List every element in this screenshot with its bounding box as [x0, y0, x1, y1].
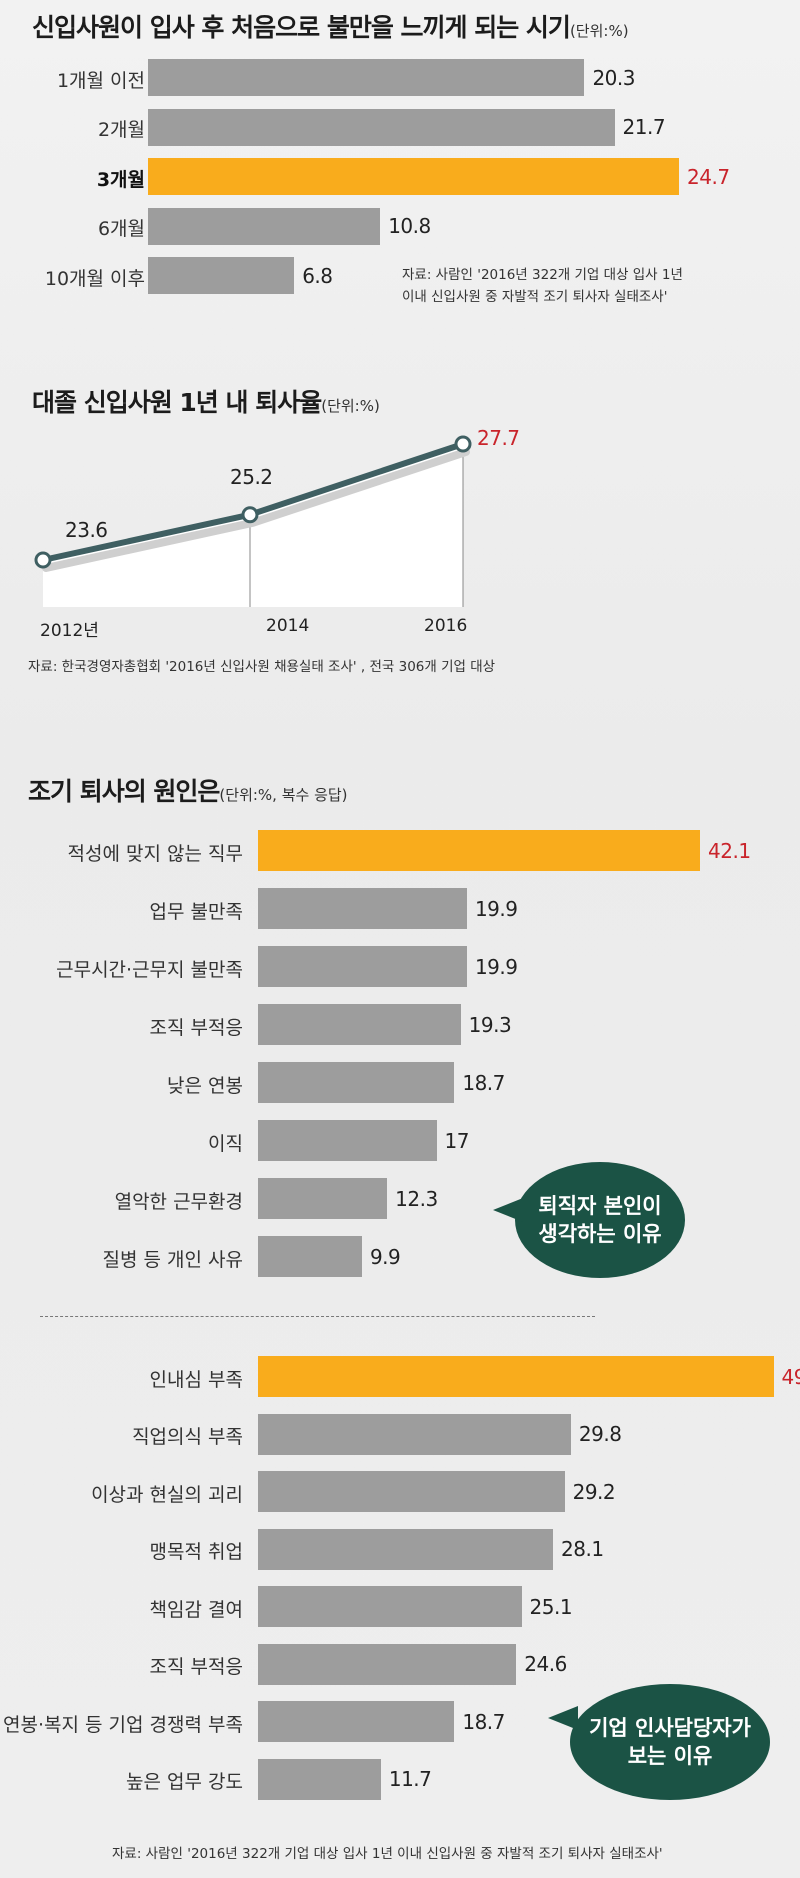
reason-hr-category-label: 조직 부적응 — [149, 1656, 243, 1678]
bubble1-line1: 퇴직자 본인이 — [538, 1193, 662, 1218]
reason-employee-category-label: 적성에 맞지 않는 직무 — [67, 842, 243, 865]
bubble1-tail — [493, 1198, 523, 1222]
reason-employee-category-label: 낮은 연봉 — [167, 1074, 243, 1097]
reason-hr-value-label: 29.8 — [578, 1422, 622, 1446]
reason-hr-bar — [258, 1643, 517, 1685]
x-tick-label: 2016 — [424, 616, 468, 636]
chart1-value-label: 10.8 — [388, 214, 431, 238]
reason-hr-category-label: 맹목적 취업 — [149, 1541, 243, 1563]
chart2-source: 자료: 한국경영자총협회 '2016년 신입사원 채용실태 조사' , 전국 3… — [28, 659, 496, 675]
chart3-title-text: 조기 퇴사의 원인은 — [28, 777, 220, 806]
chart1-category-label: 2개월 — [97, 119, 145, 141]
bubble2-line2: 보는 이유 — [627, 1744, 713, 1768]
data-point-1 — [241, 506, 259, 524]
chart1-category-label: 1개월 이전 — [56, 69, 145, 92]
reason-employee-value-label: 19.3 — [468, 1012, 512, 1037]
line-value-label: 27.7 — [477, 425, 520, 450]
chart2-unit: (단위:%) — [321, 397, 380, 415]
chart1-value-label: 20.3 — [592, 65, 635, 90]
reason-hr-category-label: 이상과 현실의 괴리 — [91, 1483, 243, 1506]
reason-employee-category-label: 이직 — [208, 1132, 243, 1155]
reason-employee-value-label: 19.9 — [474, 896, 518, 921]
reason-hr-category-label: 인내심 부족 — [149, 1368, 243, 1391]
reason-employee-bar — [258, 1236, 362, 1277]
reason-hr-value-label: 11.7 — [388, 1767, 432, 1791]
reason-employee-bar — [258, 1120, 437, 1161]
bubble2-line1: 기업 인사담당자가 — [589, 1715, 751, 1740]
series-line-shadow — [42, 447, 470, 572]
reason-employee-value-label: 9.9 — [369, 1244, 401, 1269]
chart1-title-text: 신입사원이 입사 후 처음으로 불만을 느끼게 되는 시기 — [32, 13, 571, 42]
reason-employee-value-label: 17 — [444, 1128, 470, 1153]
reason-employee-category-label: 근무시간·근무지 불만족 — [56, 958, 243, 981]
reason-hr-bar — [258, 1471, 565, 1512]
chart1-bar — [148, 59, 585, 96]
reason-hr-category-label: 높은 업무 강도 — [126, 1771, 243, 1793]
bubble2-tail — [548, 1706, 578, 1730]
reason-employee-category-label: 조직 부적응 — [149, 1016, 243, 1039]
reason-employee-bar — [258, 1062, 455, 1103]
reason-employee-bar — [258, 1178, 388, 1219]
data-point-0 — [34, 551, 52, 569]
chart1-category-label: 6개월 — [97, 218, 145, 240]
chart1-category-label: 3개월 — [96, 168, 145, 191]
reason-employee-value-label: 19.9 — [474, 954, 518, 979]
chart2-line-plot — [34, 435, 472, 607]
chart1-source-line2: 이내 신입사원 중 자발적 조기 퇴사자 실태조사' — [402, 289, 668, 305]
reason-employee-category-label: 질병 등 개인 사유 — [102, 1248, 243, 1271]
reason-employee-value-label: 42.1 — [708, 838, 751, 863]
reason-employee-value-label: 18.7 — [462, 1070, 505, 1095]
reason-hr-bar — [258, 1701, 455, 1742]
reason-hr-category-label: 직업의식 부족 — [132, 1426, 243, 1448]
chart1-title: 신입사원이 입사 후 처음으로 불만을 느끼게 되는 시기(단위:%) — [32, 8, 629, 44]
reason-employee-bar — [258, 946, 467, 987]
reason-hr-bar — [258, 1528, 554, 1570]
data-point-2 — [454, 435, 472, 453]
bubble1-line2: 생각하는 이유 — [538, 1222, 662, 1246]
reason-hr-bar — [258, 1586, 522, 1627]
reason-hr-value-label: 25.1 — [529, 1594, 573, 1619]
reason-employee-category-label: 열악한 근무환경 — [114, 1190, 243, 1213]
reason-hr-bar — [258, 1356, 774, 1397]
chart3-source: 자료: 사람인 '2016년 322개 기업 대상 입사 1년 이내 신입사원 … — [112, 1846, 663, 1862]
reason-hr-value-label: 29.2 — [572, 1479, 616, 1504]
chart1-value-label: 21.7 — [622, 115, 666, 139]
group-divider — [40, 1316, 595, 1317]
reason-hr-value-label: 24.6 — [524, 1652, 567, 1676]
chart1-bar — [148, 108, 615, 146]
line-value-label: 25.2 — [230, 464, 273, 489]
chart1-bar — [148, 207, 381, 245]
chart2-title-text: 대졸 신입사원 1년 내 퇴사율 — [32, 388, 322, 417]
chart1-bar — [148, 257, 295, 294]
chart3-unit: (단위:%, 복수 응답) — [219, 786, 348, 804]
chart2-title: 대졸 신입사원 1년 내 퇴사율(단위:%) — [32, 383, 380, 419]
chart1-source-line1: 자료: 사람인 '2016년 322개 기업 대상 입사 1년 — [402, 267, 683, 283]
x-tick-label: 2012년 — [40, 621, 99, 641]
reason-hr-bar — [258, 1413, 571, 1455]
reason-hr-value-label: 28.1 — [561, 1537, 604, 1561]
reason-employee-bar — [258, 830, 701, 871]
chart1-value-label: 6.8 — [302, 263, 333, 288]
reason-hr-bar — [258, 1758, 381, 1800]
reason-hr-category-label: 책임감 결여 — [149, 1598, 243, 1621]
reason-employee-bar — [258, 888, 467, 929]
reason-hr-value-label: 49.1 — [781, 1364, 800, 1389]
reason-employee-category-label: 업무 불만족 — [149, 900, 243, 923]
reason-employee-bar — [258, 1004, 461, 1045]
chart1-category-label: 10개월 이후 — [44, 267, 145, 290]
chart1-bar — [148, 158, 680, 195]
x-tick-label: 2014 — [266, 616, 310, 636]
reason-hr-category-label: 연봉·복지 등 기업 경쟁력 부족 — [3, 1713, 243, 1736]
line-value-label: 23.6 — [65, 518, 108, 542]
reason-hr-value-label: 18.7 — [462, 1709, 505, 1734]
chart1-unit: (단위:%) — [569, 22, 629, 40]
reason-employee-value-label: 12.3 — [395, 1186, 438, 1211]
chart3-title: 조기 퇴사의 원인은(단위:%, 복수 응답) — [28, 772, 348, 808]
chart1-value-label: 24.7 — [687, 164, 730, 189]
